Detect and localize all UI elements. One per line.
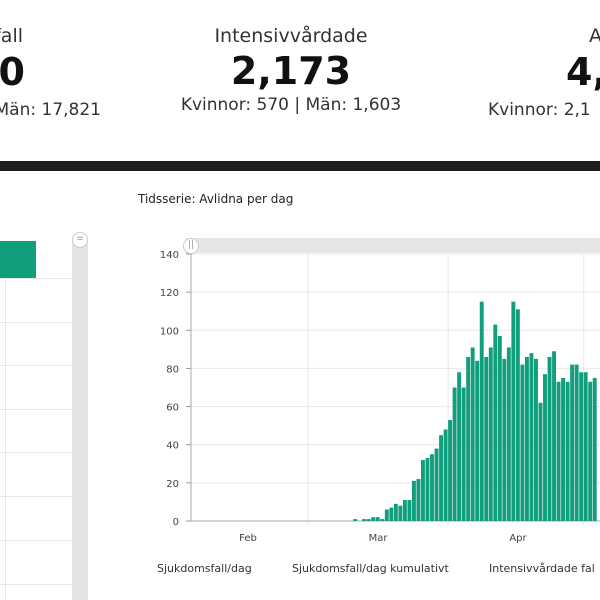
bar: [393, 503, 398, 521]
y-tick-label: 0: [173, 517, 179, 528]
bar: [457, 372, 462, 521]
bar: [407, 500, 412, 521]
x-tick-label: Mar: [369, 533, 389, 544]
y-tick-label: 140: [160, 250, 179, 261]
legend-item[interactable]: Sjukdomsfall/dag: [157, 562, 252, 575]
y-tick-label: 40: [166, 441, 179, 452]
bar: [398, 505, 403, 521]
bar: [579, 372, 584, 521]
y-tick-label: 20: [166, 479, 179, 490]
bar: [439, 435, 443, 521]
bar: [443, 429, 448, 521]
stat-title: Intensivvårdade: [214, 25, 368, 47]
bar: [452, 387, 457, 521]
bar: [466, 356, 471, 521]
bar: [402, 500, 407, 521]
gridline: [0, 540, 72, 541]
bar: [479, 301, 484, 521]
bar: [461, 387, 466, 521]
bar: [353, 519, 358, 521]
bar: [380, 519, 385, 521]
gridline: [0, 584, 72, 585]
bar: [565, 381, 570, 521]
bar: [574, 364, 579, 521]
bar: [561, 377, 566, 521]
bar: [375, 517, 380, 521]
gridline: [5, 278, 6, 600]
stat-card-icu: Intensivvårdade 2,173 Kvinnor: 570 | Män…: [141, 0, 441, 115]
bar: [515, 309, 520, 521]
bar: [470, 347, 475, 521]
stat-card-deaths: A 4, Kvinnor: 2,1: [0, 0, 600, 150]
bar: [570, 364, 575, 521]
stat-sub: Kvinnor: 2,1: [488, 100, 591, 120]
gridline: [0, 278, 72, 279]
stat-value: 30: [0, 50, 25, 94]
bar: [552, 351, 556, 521]
x-tick-label: Apr: [509, 533, 527, 544]
bar: [506, 347, 511, 521]
left-chart-scrollbar[interactable]: =: [72, 232, 88, 600]
bar: [416, 479, 421, 521]
bar: [524, 356, 529, 521]
y-tick-label: 100: [160, 326, 179, 337]
bar: [384, 509, 389, 521]
bar: [389, 507, 394, 521]
bar: [592, 377, 597, 521]
bar: [421, 459, 425, 521]
bar: [371, 517, 376, 521]
bar: [488, 347, 493, 521]
x-tick-label: Feb: [239, 533, 257, 544]
stat-sub: Män: 17,821: [0, 100, 101, 120]
gridline: [0, 322, 72, 323]
y-tick-label: 60: [166, 403, 179, 414]
y-tick-label: 80: [166, 364, 179, 375]
bar: [588, 381, 593, 521]
stat-title: A: [589, 25, 600, 47]
stat-value: 4,: [566, 50, 600, 94]
gridline: [0, 365, 72, 366]
stat-title: fall: [0, 25, 23, 47]
bar: [529, 353, 534, 521]
stat-value: 2,173: [230, 49, 352, 93]
legend-item[interactable]: Sjukdomsfall/dag kumulativt: [292, 562, 449, 575]
bar: [366, 519, 371, 521]
left-chart-panel: [0, 230, 72, 600]
bar: [411, 480, 416, 521]
chart-scrollbar[interactable]: [185, 238, 600, 253]
bar: [484, 356, 489, 521]
gridline: [0, 452, 72, 453]
scroll-handle-icon[interactable]: =: [72, 232, 88, 248]
legend-item[interactable]: Intensivvårdade fal: [489, 562, 595, 575]
bar: [497, 336, 502, 521]
bar: [448, 419, 453, 521]
stat-card-cases: fall 30 Män: 17,821: [0, 0, 101, 150]
bar: [434, 448, 439, 521]
y-tick-label: 120: [160, 288, 179, 299]
bar: [493, 324, 498, 521]
gridline: [0, 496, 72, 497]
chart-title: Tidsserie: Avlidna per dag: [138, 192, 294, 206]
gridline: [0, 409, 72, 410]
scroll-handle-icon[interactable]: ||: [183, 238, 199, 254]
bar: [556, 381, 561, 521]
bar: [425, 458, 430, 521]
bar: [583, 372, 588, 521]
section-divider: [0, 161, 600, 171]
stat-sub: Kvinnor: 570 | Män: 1,603: [180, 95, 402, 115]
bar: [362, 519, 367, 521]
bar: [502, 358, 507, 521]
bar: [538, 402, 543, 521]
bar: [430, 454, 434, 521]
bar: [547, 356, 552, 521]
bar: [511, 301, 516, 521]
bar: [534, 358, 538, 521]
bar: [475, 360, 480, 521]
bar: [520, 364, 525, 521]
bar: [543, 374, 547, 521]
left-chart-bar: [0, 241, 36, 278]
